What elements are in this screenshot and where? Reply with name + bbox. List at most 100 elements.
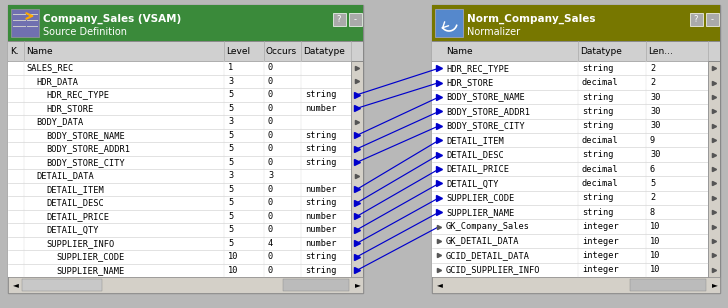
Bar (432, 277, 720, 293)
Bar (351, 61, 363, 277)
Text: 0: 0 (268, 144, 273, 153)
Text: 5: 5 (228, 104, 233, 113)
Text: DETAIL_PRICE: DETAIL_PRICE (46, 212, 109, 221)
Text: 10: 10 (228, 252, 239, 261)
Text: 30: 30 (650, 107, 660, 116)
Text: string: string (305, 131, 336, 140)
Text: 9: 9 (650, 136, 655, 145)
Text: HDR_REC_TYPE: HDR_REC_TYPE (46, 90, 109, 99)
Text: decimal: decimal (582, 78, 619, 87)
Text: 5: 5 (228, 225, 233, 234)
Text: 0: 0 (268, 185, 273, 194)
Text: DETAIL_ITEM: DETAIL_ITEM (46, 185, 104, 194)
Text: HDR_STORE: HDR_STORE (46, 104, 93, 113)
Text: DETAIL_DESC: DETAIL_DESC (46, 198, 104, 207)
Text: ◄: ◄ (437, 281, 443, 290)
Text: BODY_STORE_CITY: BODY_STORE_CITY (46, 158, 124, 167)
Text: BODY_DATA: BODY_DATA (36, 117, 83, 126)
Bar (706, 13, 719, 26)
Bar (22, 279, 102, 291)
Text: 5: 5 (228, 90, 233, 99)
Text: Source Definition: Source Definition (43, 27, 127, 37)
Text: decimal: decimal (582, 136, 619, 145)
Text: 0: 0 (268, 131, 273, 140)
Text: DETAIL_QTY: DETAIL_QTY (46, 225, 98, 234)
Text: 10: 10 (650, 265, 660, 274)
Text: 2: 2 (650, 64, 655, 73)
Text: string: string (582, 150, 614, 159)
Text: number: number (305, 225, 336, 234)
Text: SUPPLIER_CODE: SUPPLIER_CODE (56, 252, 124, 261)
Text: 3: 3 (268, 171, 273, 180)
Bar (690, 13, 703, 26)
Text: 0: 0 (268, 104, 273, 113)
Text: DETAIL_PRICE: DETAIL_PRICE (446, 164, 509, 173)
Bar (8, 5, 363, 293)
Text: string: string (305, 198, 336, 207)
Text: Level: Level (226, 47, 250, 55)
Text: string: string (305, 90, 336, 99)
Text: DETAIL_DATA: DETAIL_DATA (36, 171, 94, 180)
Text: GK_DETAIL_DATA: GK_DETAIL_DATA (446, 237, 520, 245)
Text: BODY_STORE_NAME: BODY_STORE_NAME (46, 131, 124, 140)
Text: 30: 30 (650, 92, 660, 102)
Text: number: number (305, 212, 336, 221)
Bar (630, 279, 706, 291)
Text: -: - (354, 15, 357, 25)
Text: string: string (582, 121, 614, 130)
Text: 0: 0 (268, 266, 273, 275)
Text: 0: 0 (268, 77, 273, 86)
Text: integer: integer (582, 222, 619, 231)
Text: HDR_DATA: HDR_DATA (36, 77, 78, 86)
Text: GK_Company_Sales: GK_Company_Sales (446, 222, 530, 231)
Bar (432, 5, 720, 293)
Text: SUPPLIER_INFO: SUPPLIER_INFO (46, 239, 114, 248)
Text: Occurs: Occurs (266, 47, 297, 55)
Text: string: string (305, 252, 336, 261)
Bar (349, 13, 362, 26)
Text: 0: 0 (268, 198, 273, 207)
Text: number: number (305, 185, 336, 194)
Text: number: number (305, 104, 336, 113)
Text: SUPPLIER_NAME: SUPPLIER_NAME (56, 266, 124, 275)
Text: 5: 5 (228, 212, 233, 221)
Text: 5: 5 (228, 144, 233, 153)
Text: Company_Sales (VSAM): Company_Sales (VSAM) (43, 14, 181, 24)
Text: string: string (582, 64, 614, 73)
Bar (8, 41, 363, 61)
Text: 10: 10 (650, 251, 660, 260)
Bar (432, 61, 708, 277)
Bar (708, 61, 720, 277)
Text: 0: 0 (268, 252, 273, 261)
Text: string: string (305, 266, 336, 275)
Bar (8, 61, 351, 277)
Text: 30: 30 (650, 150, 660, 159)
Text: DETAIL_ITEM: DETAIL_ITEM (446, 136, 504, 145)
Text: 5: 5 (228, 185, 233, 194)
Text: HDR_STORE: HDR_STORE (446, 78, 494, 87)
Text: GCID_SUPPLIER_INFO: GCID_SUPPLIER_INFO (446, 265, 540, 274)
Text: Normalizer: Normalizer (467, 27, 520, 37)
Text: 1: 1 (228, 63, 233, 72)
Text: 30: 30 (650, 121, 660, 130)
Text: DETAIL_QTY: DETAIL_QTY (446, 179, 499, 188)
Bar (333, 13, 346, 26)
Text: 10: 10 (650, 237, 660, 245)
Bar (8, 277, 363, 293)
Text: 0: 0 (268, 212, 273, 221)
Text: ?: ? (694, 15, 698, 25)
Text: BODY_STORE_CITY: BODY_STORE_CITY (446, 121, 525, 130)
Text: 0: 0 (268, 225, 273, 234)
Text: -: - (711, 15, 713, 25)
Text: Len...: Len... (648, 47, 673, 55)
Text: 5: 5 (228, 239, 233, 248)
Bar (11, 9, 39, 37)
Text: string: string (305, 158, 336, 167)
Text: BODY_STORE_NAME: BODY_STORE_NAME (446, 92, 525, 102)
Text: string: string (582, 208, 614, 217)
Text: 8: 8 (650, 208, 655, 217)
Text: DETAIL_DESC: DETAIL_DESC (446, 150, 504, 159)
Text: string: string (582, 92, 614, 102)
Text: Name: Name (26, 47, 52, 55)
Text: ◄: ◄ (13, 281, 19, 290)
